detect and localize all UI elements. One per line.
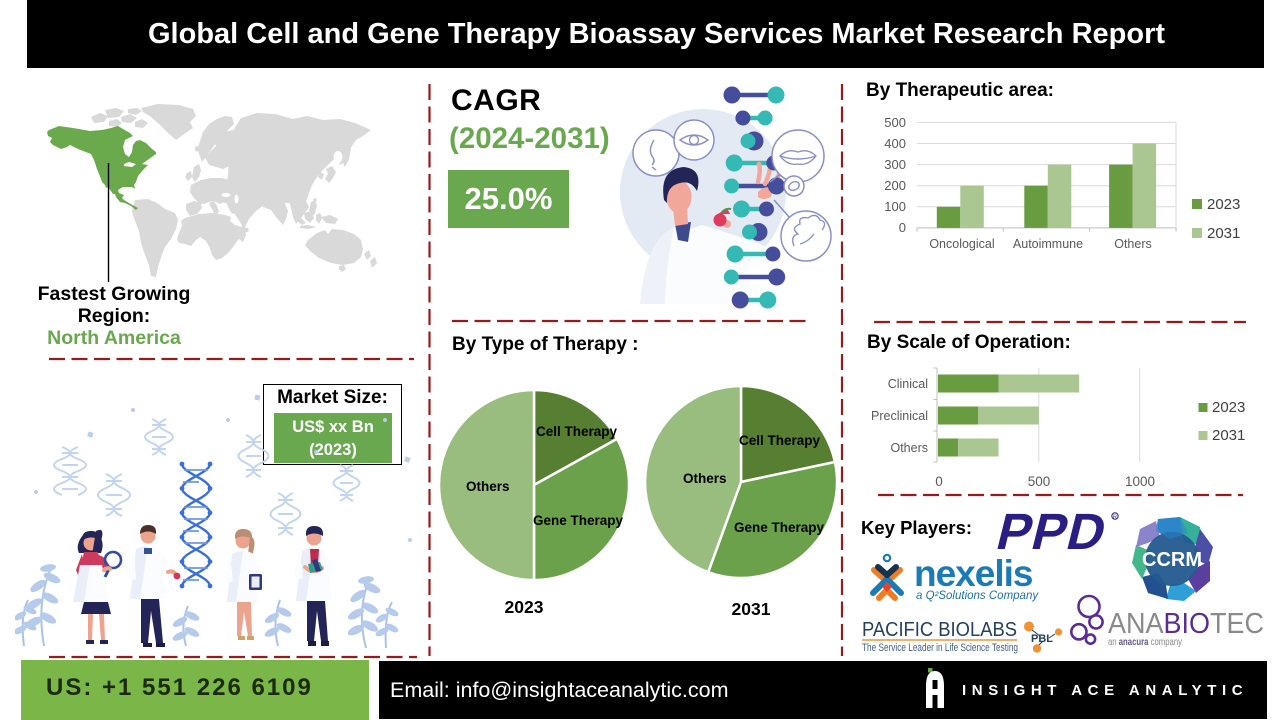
svg-text:400: 400 <box>884 136 906 151</box>
svg-text:nexelis: nexelis <box>914 553 1033 594</box>
svg-text:CCRM: CCRM <box>1142 549 1202 571</box>
svg-text:500: 500 <box>884 115 906 130</box>
svg-text:a Q²Solutions Company: a Q²Solutions Company <box>916 590 1039 602</box>
svg-text:300: 300 <box>884 157 906 172</box>
svg-text:1000: 1000 <box>1125 474 1155 489</box>
svg-text:2031: 2031 <box>1212 427 1245 444</box>
svg-text:PBL: PBL <box>1031 633 1053 645</box>
svg-text:Cell Therapy: Cell Therapy <box>739 433 821 448</box>
svg-text:Others: Others <box>466 479 510 494</box>
svg-text:Others: Others <box>683 471 727 486</box>
svg-text:2031: 2031 <box>1207 225 1240 242</box>
svg-text:Gene Therapy: Gene Therapy <box>533 513 624 528</box>
svg-text:2023: 2023 <box>1212 399 1245 416</box>
svg-text:0: 0 <box>935 474 943 489</box>
svg-text:0: 0 <box>899 220 906 235</box>
svg-text:ANABIOTEC: ANABIOTEC <box>1108 608 1264 640</box>
svg-text:Cell Therapy: Cell Therapy <box>536 424 618 439</box>
svg-text:PACIFIC BIOLABS: PACIFIC BIOLABS <box>862 618 1017 641</box>
svg-text:PPD: PPD <box>991 503 1113 560</box>
svg-text:200: 200 <box>884 178 906 193</box>
svg-text:R: R <box>1113 515 1117 521</box>
svg-text:100: 100 <box>884 199 906 214</box>
svg-text:500: 500 <box>1028 474 1051 489</box>
svg-text:Oncological: Oncological <box>929 237 994 251</box>
svg-text:Clinical: Clinical <box>888 377 928 391</box>
svg-text:The Service Leader in Life Sci: The Service Leader in Life Science Testi… <box>862 642 1018 654</box>
svg-text:2023: 2023 <box>1207 196 1240 213</box>
svg-text:Autoimmune: Autoimmune <box>1013 237 1083 251</box>
svg-text:Gene Therapy: Gene Therapy <box>734 520 825 535</box>
svg-text:Others: Others <box>890 441 928 455</box>
svg-text:Preclinical: Preclinical <box>871 409 928 423</box>
svg-text:an anacura company: an anacura company <box>1108 637 1182 648</box>
svg-text:Others: Others <box>1114 237 1152 251</box>
